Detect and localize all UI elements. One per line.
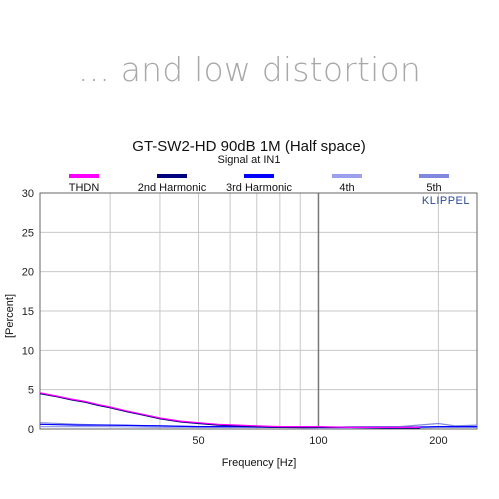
legend-swatch (419, 174, 449, 178)
x-tick-label: 100 (309, 435, 327, 447)
y-tick-label: 30 (22, 188, 34, 200)
chart-series (39, 392, 478, 429)
chart-grid (39, 193, 477, 429)
x-axis-label: Frequency [Hz] (222, 457, 297, 469)
x-tick-label: 200 (429, 435, 447, 447)
series-line-thdn (39, 392, 421, 428)
x-tick-label: 50 (192, 435, 204, 447)
legend-swatch (244, 174, 274, 178)
y-axis-label: [Percent] (4, 294, 16, 338)
legend-swatch (69, 174, 99, 178)
y-tick-label: 15 (22, 306, 34, 318)
legend-label: 4th (339, 182, 354, 194)
y-tick-label: 5 (28, 385, 34, 397)
y-tick-label: 0 (28, 424, 34, 436)
legend-swatch (157, 174, 187, 178)
y-tick-label: 25 (22, 227, 34, 239)
y-tick-label: 20 (22, 267, 34, 279)
y-tick-label: 10 (22, 345, 34, 357)
y-tick-labels: 0 5 10 15 20 25 30 (22, 188, 34, 436)
chart-legend: THDN 2nd Harmonic 3rd Harmonic 4th 5th (69, 174, 449, 194)
legend-label: 5th (426, 182, 441, 194)
page-headline: ... and low distortion (78, 50, 421, 89)
legend-label: 2nd Harmonic (138, 182, 207, 194)
klippel-watermark: KLIPPEL (422, 195, 470, 207)
x-tick-labels: 50 100 200 (192, 435, 447, 447)
plot-frame (39, 192, 478, 430)
legend-label: THDN (69, 182, 100, 194)
legend-label: 3rd Harmonic (226, 182, 293, 194)
series-line-2nd-harmonic (39, 393, 421, 429)
legend-swatch (332, 174, 362, 178)
chart-subtitle: Signal at IN1 (218, 154, 281, 166)
chart-title: GT-SW2-HD 90dB 1M (Half space) (132, 138, 365, 155)
